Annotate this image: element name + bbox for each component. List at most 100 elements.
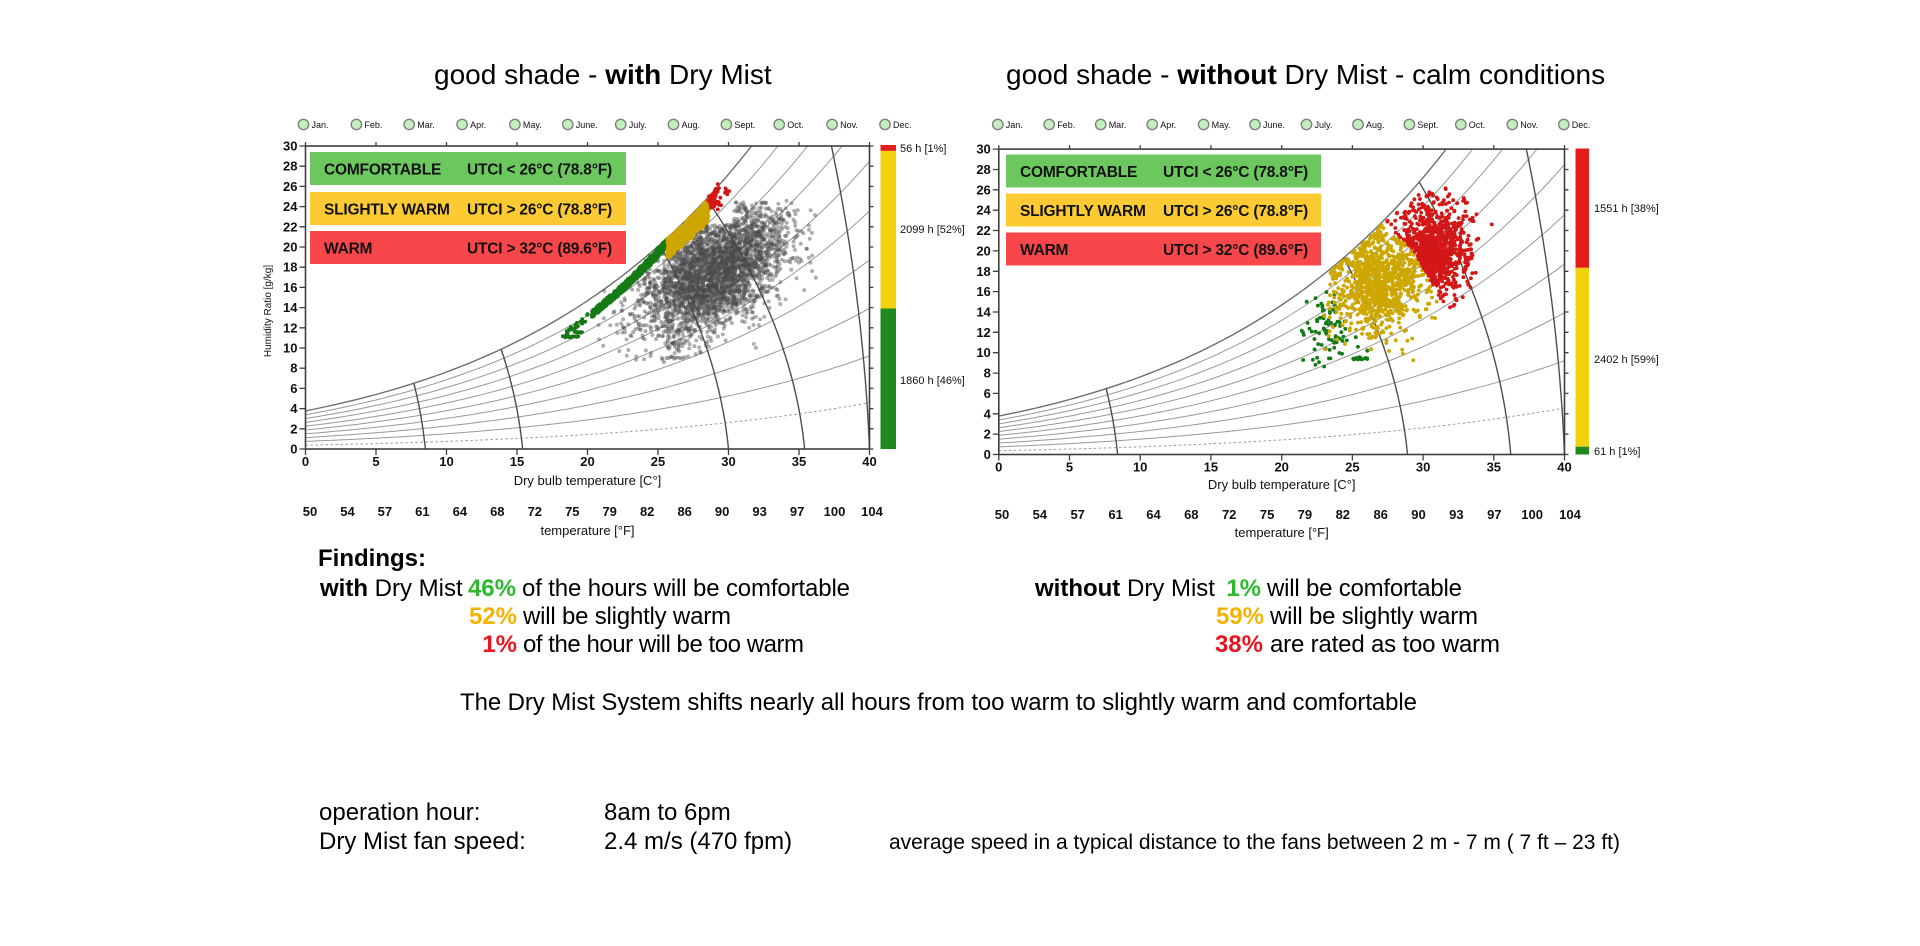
- svg-text:82: 82: [1336, 507, 1350, 522]
- svg-text:35: 35: [792, 454, 806, 469]
- svg-text:24: 24: [283, 199, 298, 214]
- svg-text:61 h [1%]: 61 h [1%]: [1594, 446, 1640, 458]
- svg-text:1%: 1%: [482, 631, 517, 658]
- svg-text:104: 104: [861, 504, 883, 519]
- svg-text:68: 68: [490, 504, 504, 519]
- svg-text:0: 0: [290, 442, 297, 457]
- svg-text:15: 15: [510, 454, 524, 469]
- svg-text:Dec.: Dec.: [1572, 120, 1591, 130]
- svg-text:COMFORTABLE: COMFORTABLE: [324, 162, 441, 179]
- svg-text:97: 97: [1487, 507, 1501, 522]
- svg-text:6: 6: [290, 381, 297, 396]
- svg-text:72: 72: [1222, 507, 1236, 522]
- svg-text:Jan.: Jan.: [312, 120, 329, 130]
- svg-text:average speed in a typical dis: average speed in a typical distance to t…: [889, 831, 1620, 854]
- svg-text:SLIGHTLY WARM: SLIGHTLY WARM: [1020, 203, 1146, 220]
- svg-text:SLIGHTLY WARM: SLIGHTLY WARM: [324, 202, 450, 219]
- svg-text:Dry Mist fan speed:: Dry Mist fan speed:: [319, 828, 526, 855]
- svg-text:54: 54: [1033, 507, 1048, 522]
- svg-text:Dec.: Dec.: [893, 120, 912, 130]
- svg-text:20: 20: [976, 243, 990, 258]
- svg-text:5: 5: [372, 454, 379, 469]
- svg-text:93: 93: [1449, 507, 1463, 522]
- svg-text:good shade - with Dry Mist: good shade - with Dry Mist: [434, 59, 772, 90]
- svg-text:4: 4: [984, 406, 992, 421]
- svg-text:Humidity Ratio [g/kg]: Humidity Ratio [g/kg]: [263, 265, 274, 357]
- svg-text:2402 h [59%]: 2402 h [59%]: [1594, 354, 1659, 366]
- svg-text:25: 25: [651, 454, 665, 469]
- svg-text:with Dry Mist: with Dry Mist: [319, 575, 463, 602]
- svg-text:22: 22: [976, 223, 990, 238]
- svg-text:52%: 52%: [469, 603, 517, 630]
- svg-text:Nov.: Nov.: [1520, 120, 1538, 130]
- svg-text:The Dry Mist System shifts nea: The Dry Mist System shifts nearly all ho…: [460, 689, 1417, 716]
- svg-text:40: 40: [1557, 460, 1571, 475]
- svg-text:Oct.: Oct.: [787, 120, 804, 130]
- svg-text:82: 82: [640, 504, 654, 519]
- svg-text:46%: 46%: [468, 575, 516, 602]
- svg-text:will be slightly warm: will be slightly warm: [522, 603, 731, 630]
- svg-text:2: 2: [290, 421, 297, 436]
- svg-text:of the hours will be comforta: of the hours will be comfortable: [522, 575, 850, 602]
- svg-text:4: 4: [290, 401, 298, 416]
- svg-text:Findings:: Findings:: [318, 545, 426, 572]
- svg-text:8: 8: [290, 361, 297, 376]
- svg-text:93: 93: [752, 504, 766, 519]
- svg-text:1%: 1%: [1226, 575, 1261, 602]
- svg-text:68: 68: [1184, 507, 1198, 522]
- svg-text:100: 100: [1521, 507, 1543, 522]
- svg-text:61: 61: [1108, 507, 1122, 522]
- svg-text:WARM: WARM: [1020, 242, 1068, 259]
- svg-text:UTCI > 26°C (78.8°F): UTCI > 26°C (78.8°F): [1163, 203, 1308, 220]
- svg-text:14: 14: [283, 300, 298, 315]
- svg-text:Mar.: Mar.: [417, 120, 435, 130]
- svg-text:50: 50: [995, 507, 1009, 522]
- svg-text:0: 0: [984, 447, 991, 462]
- svg-text:2: 2: [984, 427, 991, 442]
- svg-text:18: 18: [283, 260, 297, 275]
- svg-text:1860 h [46%]: 1860 h [46%]: [900, 375, 965, 387]
- svg-text:104: 104: [1559, 507, 1581, 522]
- svg-text:75: 75: [1260, 507, 1274, 522]
- svg-text:72: 72: [528, 504, 542, 519]
- svg-text:18: 18: [976, 264, 990, 279]
- svg-text:UTCI > 32°C (89.6°F): UTCI > 32°C (89.6°F): [467, 241, 612, 258]
- svg-text:10: 10: [283, 341, 297, 356]
- svg-text:UTCI > 26°C (78.8°F): UTCI > 26°C (78.8°F): [467, 202, 612, 219]
- svg-text:July.: July.: [1315, 120, 1333, 130]
- svg-text:Aug.: Aug.: [1366, 120, 1385, 130]
- svg-text:20: 20: [1274, 460, 1288, 475]
- svg-text:86: 86: [677, 504, 691, 519]
- svg-text:12: 12: [283, 320, 297, 335]
- svg-text:1551 h [38%]: 1551 h [38%]: [1594, 203, 1659, 215]
- svg-text:without Dry Mist: without Dry Mist: [1034, 575, 1215, 602]
- svg-text:79: 79: [1298, 507, 1312, 522]
- svg-text:6: 6: [984, 386, 991, 401]
- svg-text:64: 64: [1146, 507, 1161, 522]
- svg-text:temperature [°F]: temperature [°F]: [540, 523, 634, 538]
- svg-text:Apr.: Apr.: [1160, 120, 1176, 130]
- svg-text:5: 5: [1066, 460, 1073, 475]
- svg-text:8: 8: [984, 366, 991, 381]
- svg-text:Sept.: Sept.: [1417, 120, 1438, 130]
- svg-text:operation hour:: operation hour:: [319, 799, 480, 826]
- svg-text:30: 30: [1416, 460, 1430, 475]
- svg-text:of the hour will be too warm: of the hour will be too warm: [523, 631, 804, 658]
- svg-text:26: 26: [976, 182, 990, 197]
- svg-text:38%: 38%: [1215, 631, 1263, 658]
- svg-text:WARM: WARM: [324, 241, 372, 258]
- svg-text:Aug.: Aug.: [682, 120, 701, 130]
- svg-text:20: 20: [283, 240, 297, 255]
- svg-text:59%: 59%: [1216, 603, 1264, 630]
- svg-text:0: 0: [302, 454, 309, 469]
- svg-text:UTCI > 32°C (89.6°F): UTCI > 32°C (89.6°F): [1163, 242, 1308, 259]
- svg-text:15: 15: [1204, 460, 1218, 475]
- svg-text:Mar.: Mar.: [1109, 120, 1127, 130]
- svg-text:24: 24: [976, 203, 991, 218]
- svg-text:May.: May.: [1212, 120, 1231, 130]
- svg-text:8am to 6pm: 8am to 6pm: [604, 799, 731, 826]
- svg-text:28: 28: [976, 162, 990, 177]
- svg-text:10: 10: [976, 345, 990, 360]
- svg-text:2099 h [52%]: 2099 h [52%]: [900, 224, 965, 236]
- svg-text:16: 16: [976, 284, 990, 299]
